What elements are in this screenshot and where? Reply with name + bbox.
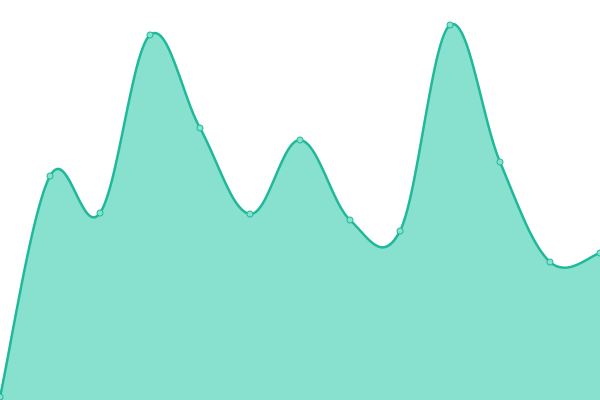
point-marker	[96, 209, 104, 217]
point-marker	[46, 172, 54, 180]
point-marker	[396, 227, 404, 235]
area-line	[0, 22, 600, 398]
point-marker	[546, 258, 554, 266]
point-marker	[596, 249, 600, 257]
area-fill	[0, 24, 600, 400]
point-marker	[0, 393, 4, 400]
point-marker	[346, 216, 354, 224]
point-marker	[496, 158, 504, 166]
point-marker	[446, 21, 454, 29]
point-marker	[246, 210, 254, 218]
point-marker	[196, 124, 204, 132]
point-marker	[146, 31, 154, 39]
point-marker	[296, 136, 304, 144]
